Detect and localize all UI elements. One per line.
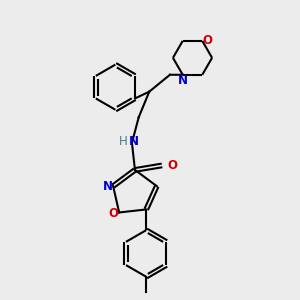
Text: N: N <box>103 180 112 193</box>
Text: O: O <box>167 159 177 172</box>
Text: O: O <box>202 34 213 47</box>
Text: N: N <box>178 74 188 86</box>
Text: O: O <box>109 207 118 220</box>
Text: N: N <box>129 135 139 148</box>
Text: H: H <box>118 135 127 148</box>
